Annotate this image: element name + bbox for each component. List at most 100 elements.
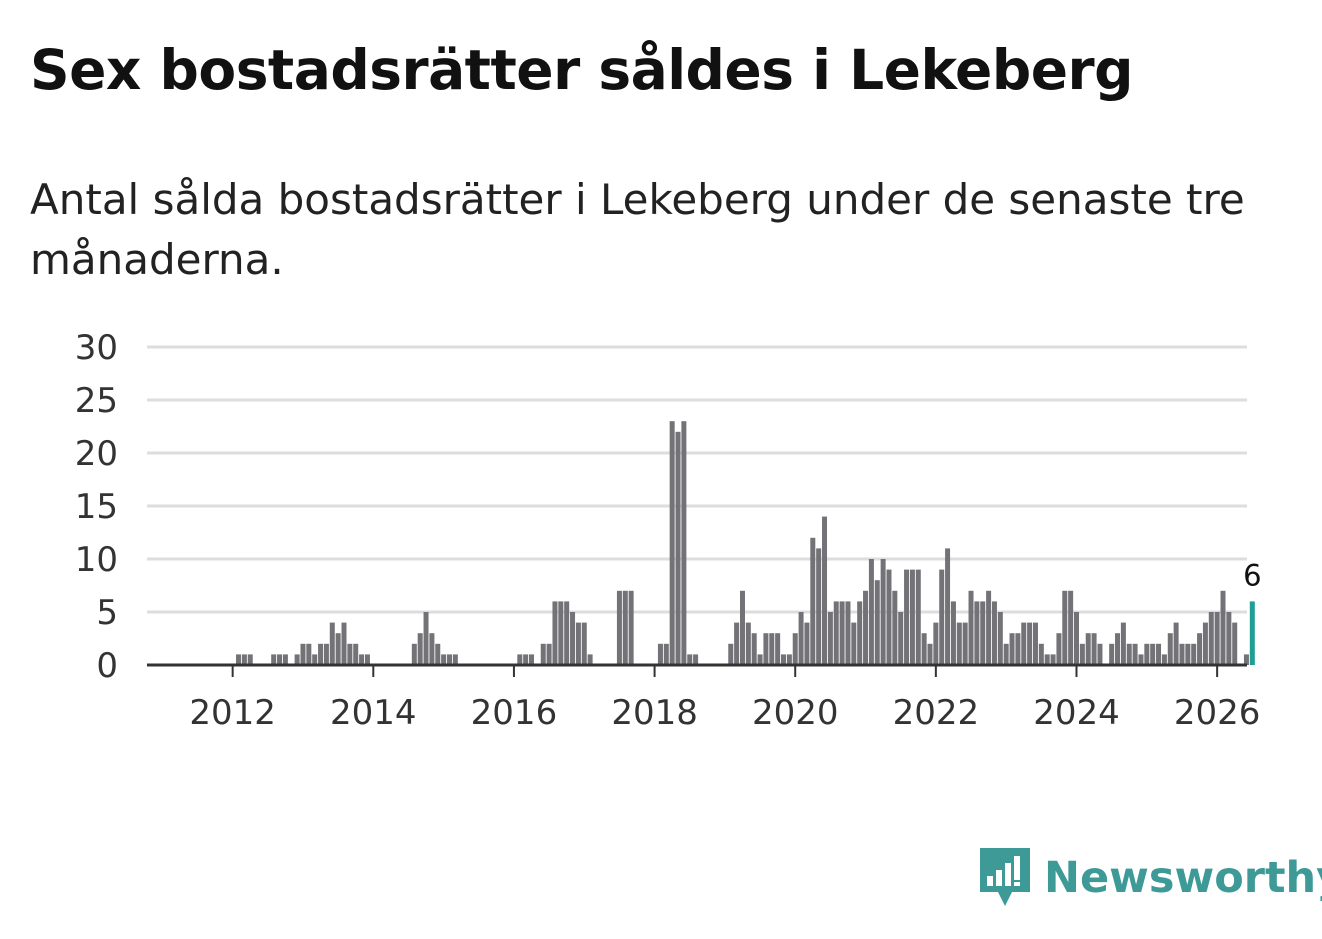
bar [1243,654,1249,665]
bar [564,601,570,665]
bar [1091,633,1097,665]
bar [781,654,786,665]
bar [1027,622,1033,665]
bar [411,643,417,665]
bar [282,654,288,665]
bar [441,654,447,665]
bar [1009,633,1015,665]
bar [616,590,622,665]
bar [833,601,839,665]
bar [822,516,828,665]
bar [986,590,992,665]
y-tick-label: 15 [75,487,118,527]
bar [681,421,687,665]
x-tick-label: 2012 [189,693,276,733]
bar [353,643,359,665]
bar [687,654,693,665]
bar [1097,643,1103,665]
bar [417,633,423,665]
y-tick-label: 20 [75,434,118,474]
bar [1079,643,1085,665]
bar [980,601,986,665]
bar [1144,643,1150,665]
bar [933,622,939,665]
x-tick-label: 2018 [611,693,698,733]
bar [1220,590,1226,665]
bar [1173,622,1179,665]
x-tick-label: 2024 [1033,693,1120,733]
bar [581,622,587,665]
bar [318,643,324,665]
newsworthy-logo[interactable]: Newsworthy [980,848,1322,908]
bar [1126,643,1132,665]
bar [898,612,904,665]
bar [575,622,581,665]
bar [950,601,956,665]
bar [423,612,429,665]
bar [271,654,277,665]
bar [529,654,535,665]
data-labels: 6 [1243,558,1261,592]
bar [247,654,253,665]
x-tick-label: 2022 [893,693,980,733]
bar [810,537,816,665]
bar [1214,612,1220,665]
bar [241,654,247,665]
bar [728,643,734,665]
bar [968,590,974,665]
bar [657,643,663,665]
bar [1156,643,1162,665]
bar [839,601,845,665]
bar [1132,643,1138,665]
bar [277,654,283,665]
bar [1115,633,1121,665]
bar [1074,612,1079,665]
y-tick-label: 25 [75,381,118,421]
x-axis-ticks: 2012 2014 2016 2018 2020 2022 2024 2026 [189,665,1260,733]
bar [909,569,915,665]
bar [446,654,452,665]
bar [1120,622,1126,665]
bar [786,654,792,665]
bar [1185,643,1191,665]
bar [570,612,576,665]
bar [1226,612,1232,665]
bar [880,559,886,665]
bar [757,654,763,665]
x-tick-label: 2016 [471,693,558,733]
bar [974,601,980,665]
bar [1062,590,1068,665]
highlighted-bar [1249,601,1255,665]
bar [956,622,962,665]
bar [851,622,857,665]
y-axis-ticks: 0 5 10 15 20 25 30 [75,328,118,686]
bar [622,590,628,665]
bar [763,633,769,665]
bar [546,643,552,665]
bar [845,601,851,665]
bar [1138,654,1144,665]
bar [1202,622,1208,665]
bar [1232,622,1238,665]
bar [359,654,365,665]
bar [739,590,745,665]
bar [921,633,927,665]
bar [1197,633,1203,665]
bar [523,654,529,665]
bar [892,590,898,665]
bar [792,633,798,665]
bar [1003,643,1009,665]
x-tick-label: 2026 [1174,693,1261,733]
bar [863,590,869,665]
bar [874,580,880,665]
bar [1032,622,1038,665]
bar [312,654,318,665]
bar [997,612,1003,665]
bar [1056,633,1062,665]
bar [1208,612,1214,665]
bar [329,622,335,665]
bar [558,601,564,665]
bar [323,643,329,665]
bar [306,643,312,665]
grid-lines [147,345,1247,614]
